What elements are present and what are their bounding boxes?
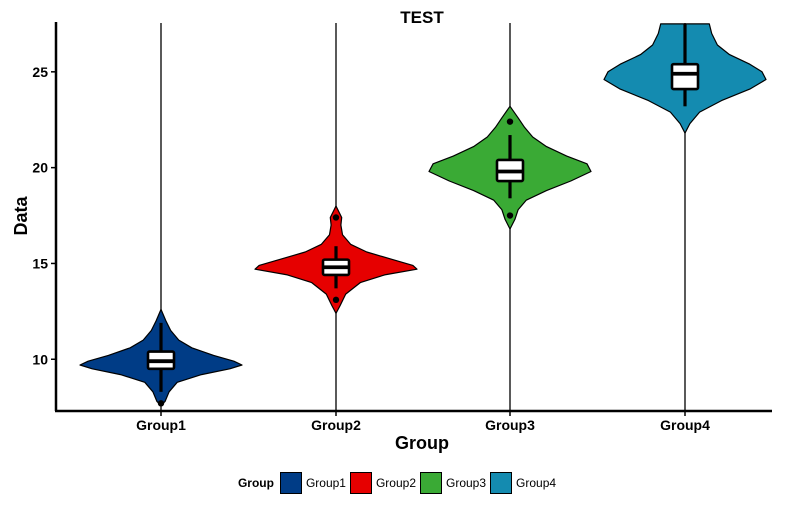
legend-label: Group2 (375, 476, 416, 490)
x-axis-ticks: Group1 Group2 Group3 Group4 (136, 411, 710, 433)
legend-label: Group4 (516, 476, 557, 490)
y-tick-label: 10 (32, 351, 48, 367)
legend-label: Group3 (446, 476, 487, 490)
outlier-point (332, 296, 340, 304)
legend-swatch (420, 472, 442, 494)
y-tick-label: 25 (32, 64, 48, 80)
legend-item-group2: Group2 (349, 472, 416, 494)
x-tick-label: Group1 (136, 417, 186, 433)
outlier-point (332, 214, 340, 221)
x-tick-label: Group3 (485, 417, 535, 433)
legend: Group Group1 Group2 Group3 Group4 (0, 470, 798, 496)
legend-title: Group (237, 476, 274, 490)
x-tick-label: Group4 (660, 417, 710, 433)
x-tick-label: Group2 (311, 417, 361, 433)
y-axis-ticks: 10 15 20 25 (32, 64, 56, 367)
x-axis-title: Group (395, 433, 449, 453)
legend-label: Group1 (305, 476, 346, 490)
iqr-box (670, 62, 700, 91)
plot-area (79, 23, 767, 412)
violin-1 (79, 23, 243, 412)
violin-3 (428, 23, 592, 412)
legend-swatch (279, 472, 302, 494)
legend-item-group3: Group3 (420, 472, 486, 494)
outlier-point (506, 212, 514, 219)
legend-swatch (490, 472, 513, 494)
outlier-point (506, 118, 514, 125)
legend-swatch (349, 472, 372, 494)
y-axis-title: Data (11, 196, 31, 236)
legend-item-group4: Group4 (490, 472, 556, 494)
violin-2 (254, 23, 418, 412)
y-tick-label: 15 (32, 255, 48, 271)
outlier-point (157, 400, 165, 407)
chart-title: TEST (400, 8, 444, 27)
violin-4 (603, 23, 767, 412)
y-tick-label: 20 (32, 160, 48, 176)
violin-chart: TEST 10 15 20 25 Group1 Group2 Group3 Group4 G… (11, 8, 772, 453)
legend-item-group1: Group1 (279, 472, 346, 494)
